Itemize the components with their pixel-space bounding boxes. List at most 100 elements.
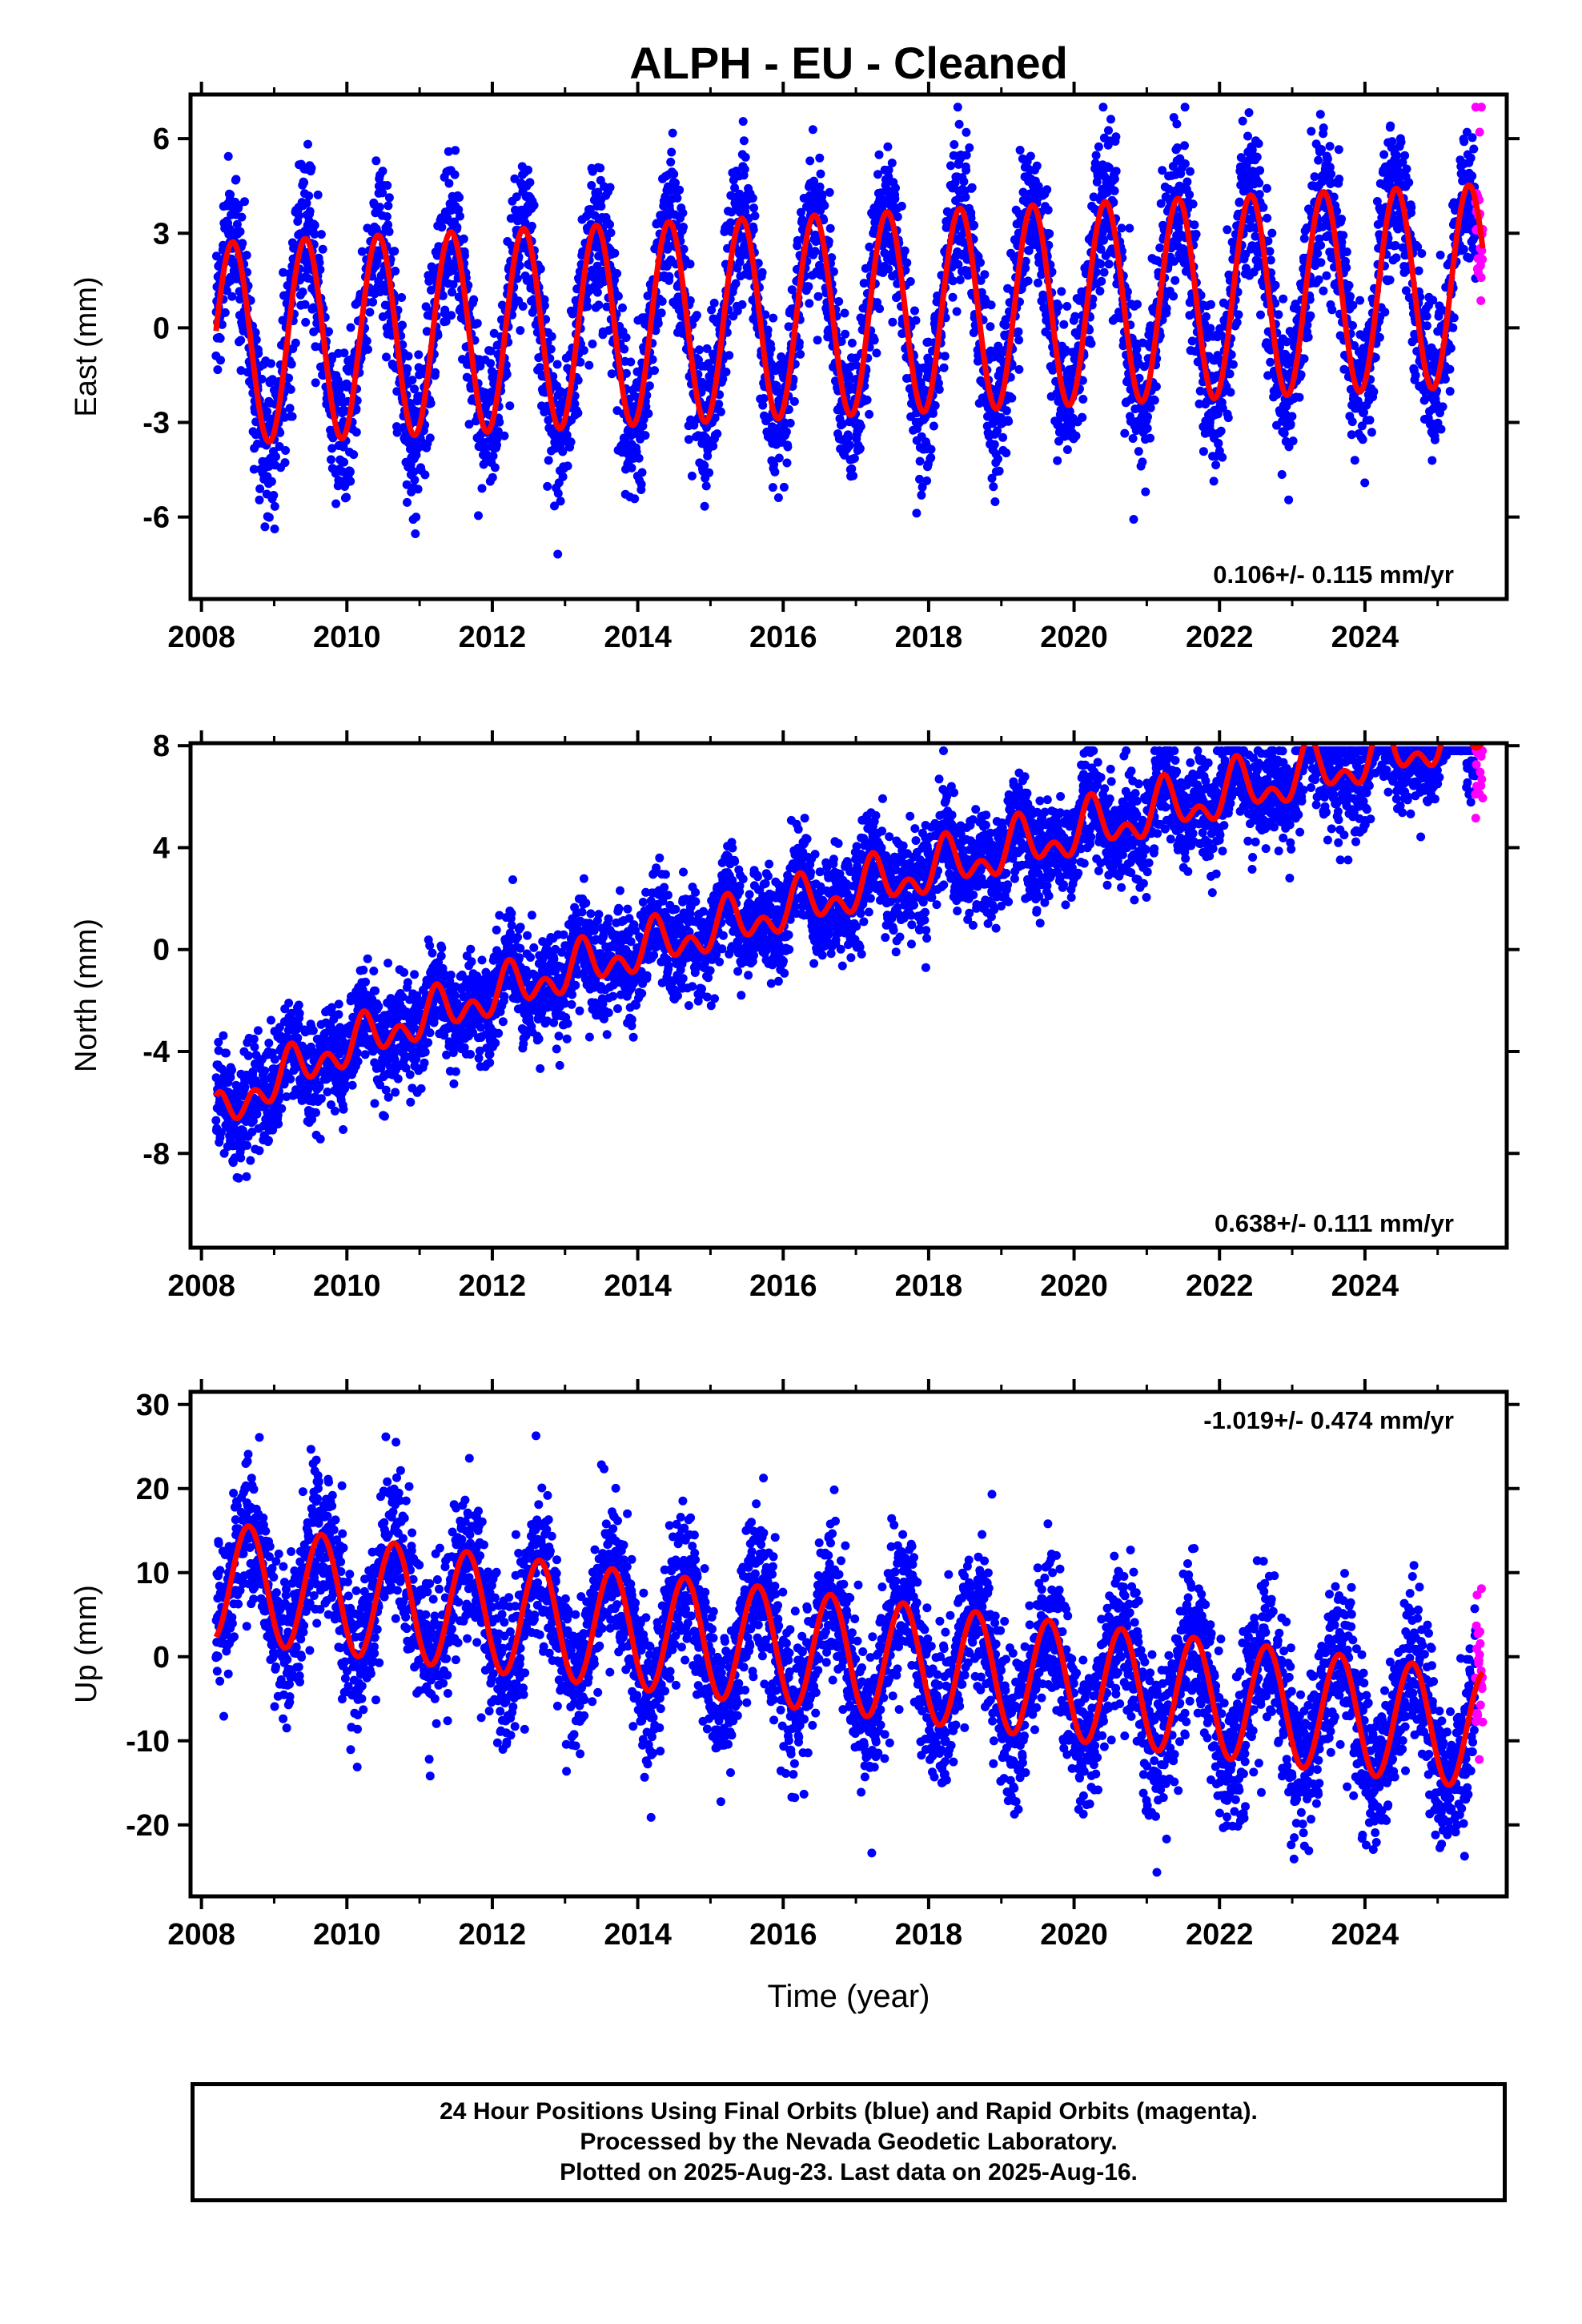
data-point-final xyxy=(1173,143,1182,152)
data-point-final xyxy=(714,400,724,409)
data-point-final xyxy=(346,476,355,486)
data-point-final xyxy=(222,286,231,296)
data-point-final xyxy=(305,207,315,216)
data-point-final xyxy=(1323,154,1332,163)
data-point-final xyxy=(737,300,747,309)
data-point-final xyxy=(1228,360,1238,369)
data-point-final xyxy=(1227,350,1236,360)
data-point-final xyxy=(220,308,230,317)
data-point-final xyxy=(284,373,294,383)
data-point-final xyxy=(280,458,290,468)
data-point-final xyxy=(378,167,387,176)
data-point-final xyxy=(954,259,963,269)
data-point-final xyxy=(1327,305,1337,315)
data-point-final xyxy=(593,187,603,197)
data-point-final xyxy=(1279,294,1288,304)
data-point-final xyxy=(315,258,324,267)
data-point-final xyxy=(1078,412,1087,422)
data-point-final xyxy=(1314,275,1323,284)
data-point-final xyxy=(275,428,285,437)
data-point-final xyxy=(912,509,921,518)
data-point-final xyxy=(859,279,869,288)
data-point-final xyxy=(444,147,453,156)
data-point-final xyxy=(547,332,556,341)
data-point-final xyxy=(447,311,456,320)
data-point-final xyxy=(421,302,431,312)
data-point-final xyxy=(300,300,310,309)
data-point-final xyxy=(769,460,779,469)
data-point-final xyxy=(666,157,676,167)
data-point-final xyxy=(605,183,615,192)
data-point-final xyxy=(825,223,835,233)
data-point-final xyxy=(1398,158,1407,167)
data-point-final xyxy=(556,497,565,506)
data-point-final xyxy=(444,179,454,188)
data-point-final xyxy=(606,228,616,238)
data-point-final xyxy=(725,351,734,360)
data-point-final xyxy=(291,338,300,348)
data-point-final xyxy=(1350,341,1359,350)
data-point-final xyxy=(1255,261,1264,271)
data-point-final xyxy=(310,220,319,230)
data-point-final xyxy=(1226,388,1235,397)
data-point-final xyxy=(605,219,614,229)
data-point-final xyxy=(1411,371,1420,380)
data-point-final xyxy=(263,407,272,416)
data-point-final xyxy=(587,181,596,190)
data-point-final xyxy=(584,360,594,370)
data-point-final xyxy=(235,227,245,236)
data-point-final xyxy=(1180,141,1189,151)
data-point-final xyxy=(1093,171,1102,181)
data-point-final xyxy=(1073,331,1082,340)
data-point-final xyxy=(1325,142,1335,151)
data-point-final xyxy=(324,327,333,336)
data-point-final xyxy=(448,279,458,289)
data-point-final xyxy=(891,183,900,193)
data-point-final xyxy=(726,218,735,227)
data-point-final xyxy=(893,212,902,222)
data-point-final xyxy=(1070,312,1080,321)
data-point-final xyxy=(1134,447,1143,456)
data-point-final xyxy=(710,413,720,423)
data-point-final xyxy=(226,190,235,199)
data-point-final xyxy=(1099,235,1108,245)
data-point-final xyxy=(815,153,825,163)
data-point-final xyxy=(1188,199,1198,209)
data-point-final xyxy=(1348,300,1358,310)
data-point-final xyxy=(779,482,789,492)
panel-east: 2008 2010 2012 2014 2016 2018 2020 2022 2024-6-3… xyxy=(70,82,1520,654)
data-point-final xyxy=(512,274,522,283)
data-point-final xyxy=(596,202,606,211)
data-point-final xyxy=(808,125,817,135)
data-point-final xyxy=(375,203,384,212)
data-point-final xyxy=(1417,249,1427,258)
data-point-final xyxy=(412,513,421,522)
data-point-final xyxy=(1015,146,1025,155)
data-point-final xyxy=(391,267,400,275)
data-point-final xyxy=(607,369,616,379)
data-point-final xyxy=(1104,163,1114,172)
data-point-final xyxy=(804,282,813,292)
data-point-final xyxy=(797,207,805,217)
data-point-final xyxy=(1243,131,1252,141)
data-point-final xyxy=(679,244,689,254)
data-point-final xyxy=(685,296,695,305)
data-point-final xyxy=(705,468,714,477)
data-point-final xyxy=(671,178,680,187)
data-point-final xyxy=(1369,387,1379,396)
data-point-final xyxy=(267,359,275,368)
data-point-final xyxy=(1379,150,1389,159)
data-point-final xyxy=(1266,255,1275,265)
data-point-final xyxy=(648,355,657,364)
data-point-final xyxy=(986,300,996,310)
data-point-final xyxy=(653,319,663,328)
data-point-final xyxy=(298,287,307,296)
data-point-final xyxy=(966,214,976,223)
data-point-final xyxy=(656,308,666,318)
data-point-final xyxy=(1071,431,1081,440)
data-point-final xyxy=(1346,292,1355,301)
data-point-final xyxy=(1288,436,1298,446)
data-point-final xyxy=(592,287,602,297)
data-point-final xyxy=(1286,420,1295,429)
data-point-final xyxy=(1195,386,1205,396)
